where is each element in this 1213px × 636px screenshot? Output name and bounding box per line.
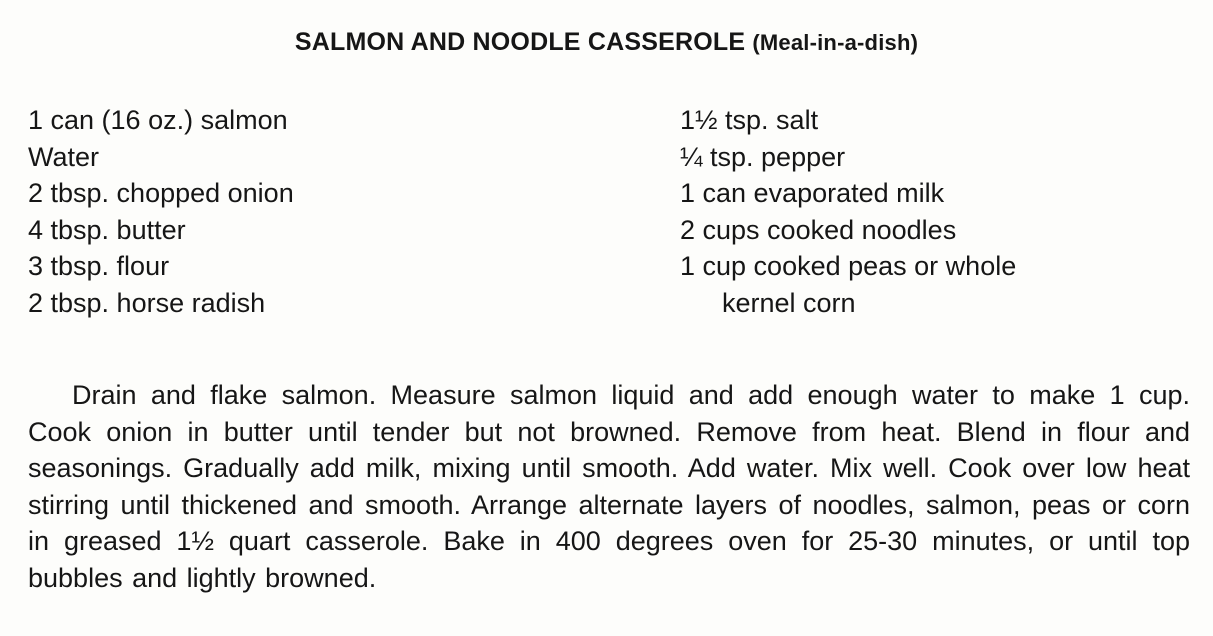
ingredient: 1 can (16 oz.) salmon: [28, 105, 288, 135]
ingredient: 2 cups cooked noodles: [680, 214, 957, 245]
ingredients-right-column: 1½ tsp. salt ¼ tsp. pepper 1 can evapora…: [680, 102, 1016, 321]
ingredient: 2 tbsp. horse radish: [28, 287, 266, 318]
method-paragraph: Drain and flake salmon. Measure salmon l…: [28, 380, 1190, 593]
ingredients-left-column: 1 can (16 oz.) salmon Water 2 tbsp. chop…: [28, 102, 294, 321]
ingredient: 2 tbsp. chopped onion: [28, 178, 294, 208]
ingredient: 1 cup cooked peas or whole: [680, 251, 1017, 281]
ingredient: 4 tbsp. butter: [28, 214, 186, 245]
recipe-title-main: SALMON AND NOODLE CASSEROLE: [294, 28, 746, 56]
ingredient: 1½ tsp. salt: [680, 105, 819, 135]
recipe-title-subtitle: (Meal-in-a-dish): [752, 30, 919, 55]
ingredient-continuation: kernel corn: [722, 287, 856, 318]
recipe-title: SALMON AND NOODLE CASSEROLE (Meal-in-a-d…: [0, 28, 1213, 57]
ingredient: 1 can evaporated milk: [680, 178, 945, 208]
ingredient: Water: [28, 141, 100, 172]
ingredient: 3 tbsp. flour: [28, 251, 170, 281]
ingredient: ¼ tsp. pepper: [680, 141, 846, 172]
